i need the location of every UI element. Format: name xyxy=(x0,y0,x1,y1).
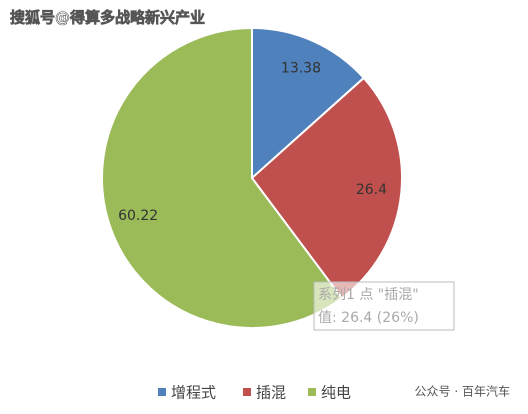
source: 公众号 · 百年汽车 xyxy=(415,384,510,399)
legend-swatch xyxy=(158,388,166,396)
pie-slice xyxy=(250,76,403,300)
legend: 增程式 插混 纯电 xyxy=(158,384,351,402)
legend-swatch xyxy=(243,388,251,396)
tooltip-box xyxy=(313,281,455,331)
pie-slice xyxy=(251,26,366,181)
data-label: 26.4 xyxy=(356,182,387,198)
legend-label: 插混 xyxy=(256,384,286,402)
data-label: 13.38 xyxy=(281,60,321,76)
legend-label: 纯电 xyxy=(321,384,351,402)
pie-slice xyxy=(101,26,344,329)
data-label: 60.22 xyxy=(118,208,158,224)
tooltip: 系列1 点 "插混" 值: 26.4 (26%) xyxy=(313,281,455,331)
legend-label: 增程式 xyxy=(171,384,216,402)
legend-swatch xyxy=(308,388,316,396)
tooltip-value: 值: 26.4 (26%) xyxy=(318,310,419,326)
pie: 13.38 26.4 60.22 xyxy=(101,26,403,329)
watermark: 搜狐号@得算多战略新兴产业 xyxy=(10,9,205,27)
tooltip-title: 系列1 点 "插混" xyxy=(318,287,419,303)
